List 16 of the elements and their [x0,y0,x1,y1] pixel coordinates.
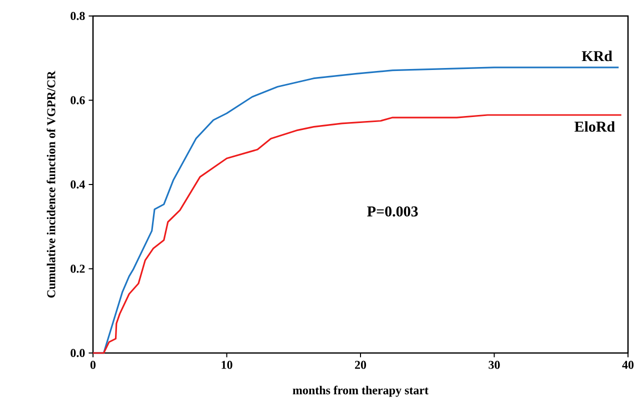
y-tick-label: 0.2 [70,264,85,273]
y-tick-label: 0.0 [70,348,85,358]
x-tick-label: 30 [488,360,500,369]
annotation: P=0.003 [367,206,418,217]
x-axis-title: months from therapy start [292,386,428,397]
series-label: EloRd [574,121,615,132]
y-tick-label: 0.8 [70,12,85,20]
y-axis-title: Cumulative incidence function of VGPR/CR [46,70,56,298]
x-tick-label: 20 [355,360,366,369]
x-tick-label: 0 [90,360,96,369]
x-tick-label: 10 [222,360,232,369]
line-series [92,114,622,354]
y-tick-label: 0.4 [70,180,85,189]
x-tick-label: 40 [622,360,634,369]
series-label: KRd [582,50,612,62]
y-tick-label: 0.6 [70,96,85,104]
